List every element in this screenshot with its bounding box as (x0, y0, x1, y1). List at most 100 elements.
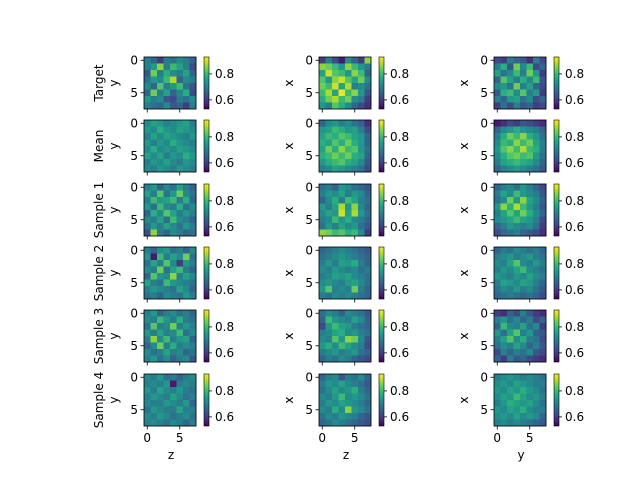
heatmap-cell (500, 329, 508, 337)
heatmap-cell (533, 355, 540, 363)
heatmap-cell (500, 266, 508, 274)
heatmap-cell (364, 374, 372, 381)
row-label: Sample 4 (92, 372, 106, 428)
heatmap-cell (494, 133, 501, 140)
heatmap-cell (338, 286, 346, 293)
heatmap-cell (500, 210, 508, 217)
heatmap-cell (513, 70, 521, 77)
heatmap-cell (351, 273, 359, 280)
heatmap-cell (533, 266, 540, 274)
heatmap-cell (526, 349, 534, 356)
heatmap-cell (150, 63, 158, 71)
heatmap-cell (539, 223, 547, 230)
heatmap-cell (507, 273, 514, 280)
heatmap-cell (351, 253, 359, 261)
heatmap-cell (332, 152, 339, 160)
heatmap-cell (189, 286, 197, 293)
heatmap-cell (176, 223, 184, 230)
heatmap-cell (494, 210, 501, 217)
heatmap-cell (332, 380, 339, 388)
heatmap-cell (351, 184, 359, 191)
heatmap-cell (338, 387, 346, 394)
heatmap-cell (176, 120, 184, 127)
heatmap-cell (170, 273, 177, 280)
colorbar-tick-label: 0.8 (390, 384, 409, 398)
heatmap-cell (520, 355, 527, 363)
colorbar (554, 184, 559, 236)
heatmap-cell (332, 70, 339, 77)
heatmap-cell (351, 83, 359, 90)
heatmap-cell (500, 374, 508, 381)
row-label: Sample 2 (92, 245, 106, 301)
heatmap-cell (500, 83, 508, 90)
heatmap-cell (507, 374, 514, 381)
heatmap-cell (364, 70, 372, 77)
heatmap-cell (319, 152, 326, 160)
heatmap-cell (319, 89, 326, 97)
heatmap-cell (183, 139, 190, 147)
heatmap-cell (358, 197, 365, 204)
heatmap-cell (533, 260, 540, 267)
heatmap-cell (364, 393, 372, 401)
heatmap-cell (520, 406, 527, 414)
heatmap-cell (170, 400, 177, 407)
heatmap-cell (183, 323, 190, 330)
heatmap-cell (325, 406, 333, 414)
heatmap-cell (351, 102, 359, 110)
heatmap-cell (338, 336, 346, 343)
heatmap-cell (150, 216, 158, 224)
heatmap-cell (332, 286, 339, 293)
heatmap-panel: 0 5 x 0.6 0.8 (282, 116, 409, 176)
heatmap-cell (351, 190, 359, 198)
heatmap-cell (170, 349, 177, 356)
colorbar (204, 57, 209, 109)
heatmap-cell (332, 159, 339, 166)
heatmap-cell (507, 400, 514, 407)
heatmap-cell (150, 419, 158, 427)
heatmap-cell (345, 349, 352, 356)
heatmap-cell (507, 266, 514, 274)
heatmap-cell (526, 342, 534, 350)
heatmap-cell (144, 406, 151, 414)
heatmap-cell (332, 210, 339, 217)
heatmap-cell (319, 223, 326, 230)
heatmap-cell (345, 184, 352, 191)
heatmap-cell (183, 197, 190, 204)
heatmap-cell (338, 323, 346, 330)
heatmap-cell (494, 349, 501, 356)
heatmap-cell (500, 190, 508, 198)
heatmap-cell (507, 89, 514, 97)
heatmap-cell (358, 266, 365, 274)
heatmap-cell (332, 323, 339, 330)
heatmap-cell (319, 197, 326, 204)
heatmap-cell (150, 279, 158, 287)
heatmap-cell (500, 406, 508, 414)
heatmap-cell (345, 63, 352, 71)
heatmap-cell (351, 146, 359, 153)
colorbar-tick-label: 0.6 (390, 346, 409, 360)
heatmap-cell (144, 210, 151, 217)
heatmap-cell (513, 279, 521, 287)
heatmap-cell (319, 184, 326, 191)
heatmap-cell (319, 216, 326, 224)
heatmap-cell (533, 393, 540, 401)
heatmap-cell (494, 126, 501, 134)
heatmap-cell (494, 253, 501, 261)
heatmap-panel: 0 5 x 0.6 0.8 (282, 53, 409, 113)
heatmap-cell (526, 210, 534, 217)
heatmap-cell (533, 316, 540, 324)
heatmap-cell (364, 197, 372, 204)
heatmap-cell (183, 210, 190, 217)
heatmap-cell (332, 76, 339, 84)
heatmap-cell (520, 286, 527, 293)
heatmap-cell (358, 146, 365, 153)
heatmap-cell (345, 70, 352, 77)
heatmap-cell (364, 96, 372, 103)
x-tick-label: 5 (351, 431, 359, 445)
heatmap-cell (144, 387, 151, 394)
x-tick-label: 5 (176, 431, 184, 445)
heatmap-cell (338, 102, 346, 110)
heatmap-cell (150, 96, 158, 103)
heatmap-cell (189, 316, 197, 324)
